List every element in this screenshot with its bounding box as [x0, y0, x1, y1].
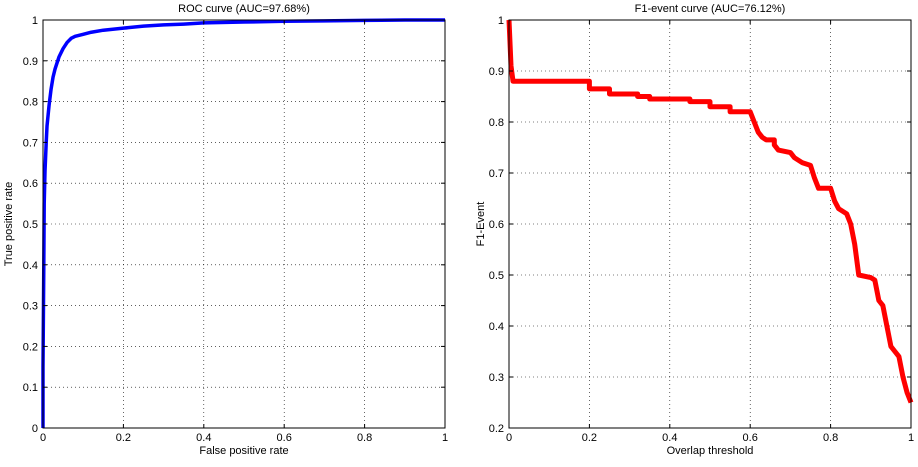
f1-x-tick-label: 0.4 — [662, 432, 677, 444]
f1-x-axis-label: Overlap threshold — [667, 445, 754, 457]
f1-x-tick-label: 0.6 — [743, 432, 758, 444]
f1-series-line — [506, 19, 914, 404]
roc-series-line — [41, 18, 445, 428]
f1-event-chart: 0 0.2 0.4 0.6 0.8 10.20.30.40.50.60.70.80.91F… — [475, 3, 914, 457]
roc-y-tick-label: 1 — [32, 15, 38, 27]
roc-x-tick-label: 0.2 — [116, 432, 131, 444]
f1-y-tick-label: 0.7 — [489, 168, 504, 180]
roc-chart: 0 0.2 0.4 0.6 0.8 1 0 0.1 0.2 0.3 0.4 0.5 0.6 0.7 0.8 0… — [3, 3, 448, 457]
roc-y-tick-label: 0.3 — [23, 301, 38, 313]
f1-y-axis-label: F1-Event — [475, 202, 487, 247]
f1-y-tick-label: 0.2 — [489, 423, 504, 435]
f1-y-tick-label: 0.6 — [489, 219, 504, 231]
roc-y-tick-label: 0.9 — [23, 56, 38, 68]
roc-x-axis-label: False positive rate — [199, 445, 288, 457]
roc-y-tick-label: 0.4 — [23, 260, 38, 272]
f1-x-tick-label: 0.8 — [823, 432, 838, 444]
f1-y-tick-label: 1 — [498, 15, 504, 27]
roc-y-tick-label: 0.6 — [23, 178, 38, 190]
roc-y-axis-label: True positive rate — [3, 182, 15, 267]
roc-x-tick-label: 1 — [442, 432, 448, 444]
roc-y-tick-label: 0.2 — [23, 341, 38, 353]
roc-chart-title: ROC curve (AUC=97.68%) — [178, 3, 310, 15]
roc-y-tick-label: 0.7 — [23, 137, 38, 149]
roc-x-tick-label: 0.4 — [196, 432, 211, 444]
roc-y-tick-label: 0 — [32, 423, 38, 435]
f1-x-tick-label: 1 — [908, 432, 914, 444]
f1-y-tick-label: 0.8 — [489, 117, 504, 129]
f1-chart-title: F1-event curve (AUC=76.12%) — [635, 3, 786, 15]
roc-x-tick-label: 0.8 — [357, 432, 372, 444]
f1-y-tick-label: 0.9 — [489, 66, 504, 78]
f1-y-tick-label: 0.5 — [489, 270, 504, 282]
f1-y-tick-label: 0.4 — [489, 321, 504, 333]
f1-x-tick-label: 0.2 — [582, 432, 597, 444]
roc-y-tick-label: 0.5 — [23, 219, 38, 231]
f1-y-tick-label: 0.3 — [489, 372, 504, 384]
roc-y-tick-label: 0.8 — [23, 97, 38, 109]
f1-x-tick-label: 0 — [506, 432, 512, 444]
roc-x-tick-label: 0.6 — [277, 432, 292, 444]
roc-y-tick-label: 0.1 — [23, 382, 38, 394]
roc-x-tick-label: 0 — [40, 432, 46, 444]
